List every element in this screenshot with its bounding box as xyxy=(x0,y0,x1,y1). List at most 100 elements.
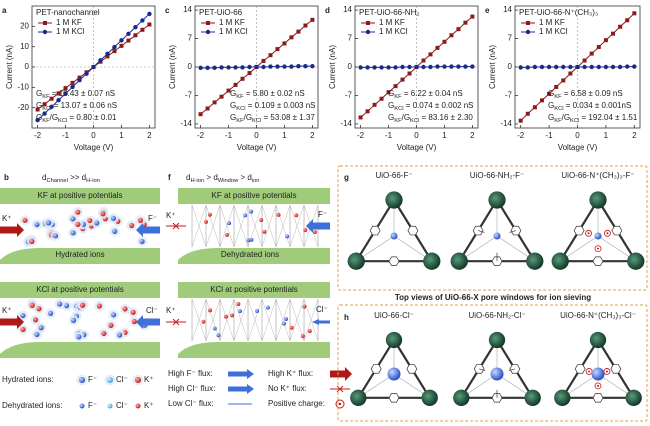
annotation: GKF = 10.43 ± 0.07 nS xyxy=(36,89,115,99)
benzene xyxy=(369,225,381,236)
data-point xyxy=(539,64,545,70)
y-tick-label: 14 xyxy=(183,5,192,14)
data-point xyxy=(632,11,637,16)
annotation-part: KF xyxy=(236,94,244,100)
annotation-part: = 6.58 ± 0.09 nS xyxy=(562,89,623,98)
lattice xyxy=(303,298,319,342)
annotation: GKF/GKCl = 83.16 ± 2.30 xyxy=(388,113,473,123)
data-point xyxy=(56,91,61,96)
lattice xyxy=(289,298,305,342)
positive-charge-dot xyxy=(605,370,608,373)
annotation-part: /G xyxy=(50,113,58,122)
data-point xyxy=(240,65,245,70)
legend-label: 1 M KF xyxy=(56,18,82,27)
data-point xyxy=(63,91,68,96)
x-tick-label: 2 xyxy=(310,131,315,140)
data-point xyxy=(568,64,573,70)
y-axis-label: Current (nA) xyxy=(488,45,497,89)
data-point xyxy=(105,54,110,59)
legend-marker xyxy=(525,29,531,35)
data-point xyxy=(282,41,287,46)
annotation: GKF/GKCl = 0.80 ± 0.01 xyxy=(36,113,117,123)
positive-charge-dot xyxy=(597,384,599,387)
x-tick-label: -2 xyxy=(517,131,525,140)
metal-node xyxy=(526,252,544,270)
ion xyxy=(236,301,241,306)
ion xyxy=(493,232,501,240)
ion xyxy=(122,306,128,312)
data-point xyxy=(603,38,608,43)
y-tick-label: 7 xyxy=(508,34,513,43)
ion xyxy=(238,309,243,314)
annotation-part: G xyxy=(36,101,42,110)
data-point xyxy=(617,64,623,70)
data-point xyxy=(275,47,280,52)
annotation-part: G xyxy=(388,113,394,122)
data-point xyxy=(275,64,280,69)
annotation-part: /G xyxy=(244,113,252,122)
data-point xyxy=(582,58,587,63)
x-axis-label: Voltage (V) xyxy=(74,143,114,152)
ion xyxy=(108,322,114,328)
legend-label: 1 M KF xyxy=(379,18,405,27)
ion-label: K⁺ xyxy=(2,214,12,223)
y-tick-label: -7 xyxy=(345,91,353,100)
condition-part: >> d xyxy=(68,173,86,182)
arrow xyxy=(330,367,352,381)
ion-label: K⁺ xyxy=(166,306,176,315)
data-point xyxy=(358,115,363,120)
annotation: GKCl = 13.07 ± 0.06 nS xyxy=(36,101,117,111)
ion xyxy=(207,212,212,217)
x-tick-label: 0 xyxy=(91,131,96,140)
chart-title: PET-UiO-66 xyxy=(199,8,243,17)
x-tick-label: -2 xyxy=(34,131,42,140)
data-point xyxy=(296,63,301,69)
annotation-part: G xyxy=(230,101,236,110)
y-tick-label: -10 xyxy=(17,82,29,91)
annotation-part: = 0.034 ± 0.001nS xyxy=(564,101,632,110)
ion xyxy=(312,230,317,235)
ion xyxy=(101,330,107,337)
benzene xyxy=(406,364,418,374)
ion xyxy=(225,232,230,237)
x-tick-label: -2 xyxy=(197,131,205,140)
legend-label: 1 M KCl xyxy=(219,27,248,36)
legend-marker xyxy=(42,29,48,35)
data-point xyxy=(70,80,75,85)
ion xyxy=(47,310,54,316)
ion xyxy=(307,329,312,334)
metal-node xyxy=(625,389,642,406)
ion xyxy=(70,216,76,222)
structure-label: UiO-66-NH₂-F⁻ xyxy=(470,171,524,180)
data-point xyxy=(470,64,475,69)
annotation-part: = 192.04 ± 1.51 xyxy=(579,113,638,122)
data-point xyxy=(518,118,523,123)
metal-node xyxy=(450,252,468,270)
ion xyxy=(259,218,264,223)
legend-label: 1 M KF xyxy=(539,18,565,27)
lattice xyxy=(205,298,221,342)
condition-part: d xyxy=(186,173,190,182)
ion xyxy=(111,312,117,318)
x-axis-label: Voltage (V) xyxy=(397,143,437,152)
benzene xyxy=(574,364,586,374)
annotation: GKF/GKCl = 192.04 ± 1.51 xyxy=(548,113,638,123)
channel-label: KCl at positive potentials xyxy=(210,285,298,294)
annotation-part: KCl xyxy=(58,118,67,124)
metal-node xyxy=(385,191,403,209)
data-point xyxy=(35,117,40,123)
data-point xyxy=(310,63,315,69)
ion xyxy=(262,229,267,234)
panel-label: e xyxy=(485,6,490,15)
y-tick-label: -20 xyxy=(17,103,29,112)
ion xyxy=(29,238,35,245)
annotation-part: G xyxy=(36,89,42,98)
metal-node xyxy=(347,252,365,270)
annotation-part: G xyxy=(230,113,236,122)
data-point xyxy=(84,71,89,76)
ion xyxy=(75,221,81,227)
data-point xyxy=(70,84,75,90)
legend-marker xyxy=(526,21,530,25)
legend-title: Dehydrated ions: xyxy=(2,401,62,410)
legend-label: Positive charge: xyxy=(268,399,325,408)
